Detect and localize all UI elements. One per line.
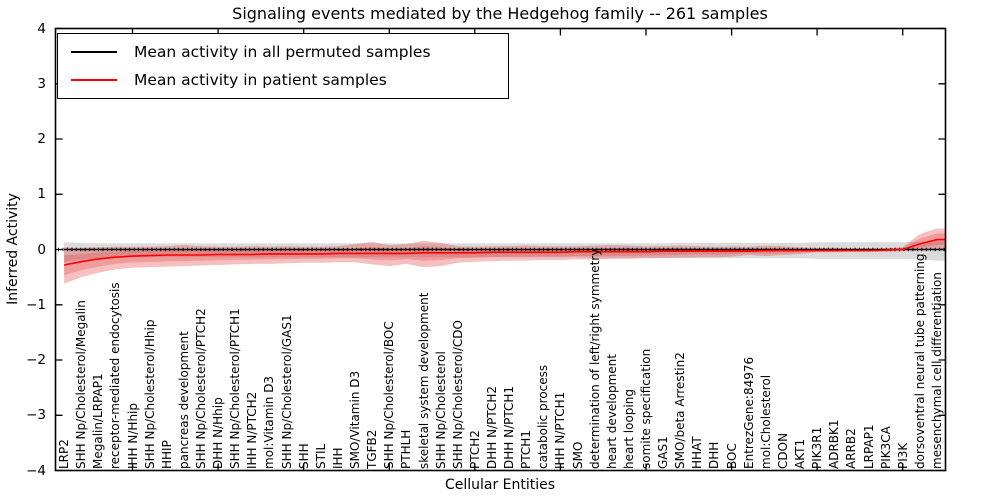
- chart-title: Signaling events mediated by the Hedgeho…: [232, 4, 768, 23]
- x-tick-label: SHH Np/Cholesterol/Megalin: [74, 300, 89, 469]
- x-tick-label: AKT1: [793, 438, 807, 469]
- x-tick-label: PI3K: [895, 442, 910, 469]
- y-tick-label: 4: [37, 20, 46, 37]
- x-tick-label: PTHLH: [399, 429, 414, 469]
- x-tick-label: DHH N/Hhip: [211, 397, 226, 469]
- y-tick-label: −4: [26, 462, 46, 479]
- x-tick-label: SHH Np/Cholesterol/CDO: [450, 320, 465, 469]
- x-tick-label: pancreas development: [176, 331, 191, 469]
- x-tick-label: HHAT: [690, 436, 705, 469]
- legend-item-permuted: Mean activity in all permuted samples: [58, 43, 508, 61]
- x-tick-label: Megalin/LRPAP1: [91, 373, 106, 469]
- x-axis-label: Cellular Entities: [444, 477, 556, 493]
- x-tick-label: determination of left/right symmetry: [587, 248, 602, 469]
- x-tick-label: IHH N/PTCH2: [245, 391, 260, 469]
- x-tick-label: SHH Np/Cholesterol: [433, 351, 448, 469]
- y-tick-label: −1: [26, 296, 46, 313]
- x-tick-label: LRPAP1: [861, 424, 876, 469]
- x-tick-label: LRP2: [57, 439, 72, 469]
- patient-band-inner: [64, 233, 946, 276]
- x-tick-label: SHH Np/Cholesterol/GAS1: [279, 314, 294, 469]
- x-tick-label: SHH Np/Cholesterol/BOC: [382, 321, 397, 469]
- x-tick-label: SMO: [570, 441, 585, 469]
- x-tick-label: SHH Np/Cholesterol/PTCH1: [228, 308, 243, 469]
- x-tick-label: SMO/Vitamin D3: [348, 370, 362, 469]
- x-tick-label: CDON: [775, 432, 790, 469]
- x-tick-label: ADRBK1: [827, 419, 842, 469]
- x-tick-label: STIL: [313, 443, 328, 469]
- legend-line-permuted-icon: [71, 51, 117, 54]
- x-tick-label: mesenchymal cell differentiation: [929, 272, 944, 469]
- x-tick-label: dorsoventral neural tube patterning: [912, 253, 927, 469]
- permuted-band: [64, 240, 946, 262]
- legend-item-patient: Mean activity in patient samples: [58, 71, 508, 89]
- x-tick-label: heart looping: [621, 389, 636, 469]
- x-tick-label: TGFB2: [365, 429, 380, 469]
- x-tick-label: GAS1: [656, 436, 671, 469]
- x-tick-label: mol:Vitamin D3: [262, 375, 277, 469]
- legend-label-patient: Mean activity in patient samples: [134, 70, 387, 89]
- x-tick-label: mol:Cholesterol: [758, 374, 773, 469]
- x-tick-label: PTCH2: [467, 430, 482, 469]
- x-tick-label: SMO/beta Arrestin2: [673, 352, 688, 469]
- x-tick-label: somite specification: [639, 348, 653, 469]
- x-tick-label: ARRB2: [844, 428, 859, 469]
- x-tick-label: SHH Np/Cholesterol/PTCH2: [194, 308, 208, 469]
- x-tick-label: BOC: [724, 443, 739, 469]
- y-tick-label: −2: [26, 352, 46, 368]
- x-tick-label: DHH: [707, 441, 722, 469]
- x-tick-label: SHH: [296, 443, 311, 469]
- x-tick-label: PIK3CA: [878, 426, 893, 469]
- axis-frame: [54, 27, 947, 472]
- x-tick-label: EntrezGene:84976: [741, 356, 756, 469]
- y-tick-label: 3: [37, 75, 46, 92]
- patient-band-outer: [64, 228, 946, 284]
- x-tick-label: DHH N/PTCH1: [502, 385, 517, 469]
- x-tick-label: skeletal system development: [416, 292, 431, 469]
- x-tick-label: PIK3R1: [810, 426, 825, 469]
- x-tick-label: PTCH1: [519, 430, 534, 469]
- y-tick-label: 1: [37, 186, 46, 203]
- x-tick-label: receptor-mediated endocytosis: [108, 282, 123, 469]
- patient-mean-line: [63, 238, 946, 266]
- legend: Mean activity in all permuted samples Me…: [57, 33, 509, 99]
- legend-line-patient-icon: [71, 78, 117, 81]
- x-tick-label: DHH N/PTCH2: [484, 385, 499, 469]
- x-tick-label: SHH Np/Cholesterol/Hhip: [142, 319, 157, 469]
- x-tick-label: IHH N/PTCH1: [553, 391, 568, 469]
- legend-label-permuted: Mean activity in all permuted samples: [134, 43, 431, 62]
- y-tick-label: −3: [26, 407, 46, 424]
- x-tick-label: IHH: [330, 447, 345, 469]
- x-tick-label: heart development: [604, 354, 619, 469]
- x-tick-label: IHH N/Hhip: [125, 403, 140, 469]
- y-tick-label: 2: [37, 131, 46, 147]
- y-tick-label: 0: [37, 241, 46, 258]
- x-tick-label: catabolic process: [536, 364, 551, 469]
- x-tick-label: HHIP: [159, 440, 174, 469]
